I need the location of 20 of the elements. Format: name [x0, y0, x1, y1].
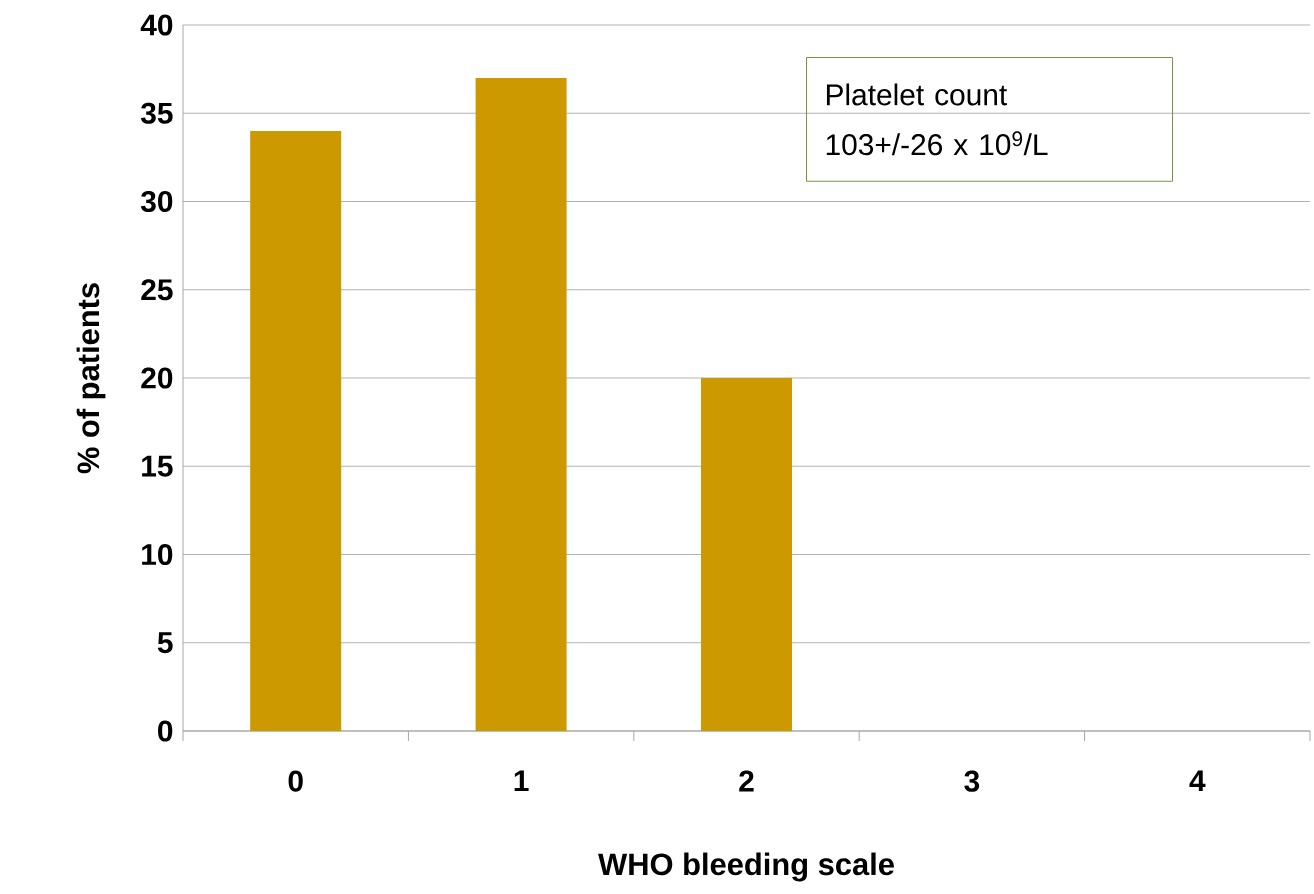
bar	[475, 77, 567, 731]
bar	[701, 377, 793, 731]
y-tick-label: 30	[140, 190, 173, 213]
x-tick-label: 4	[1189, 770, 1206, 792]
x-tick-label: 2	[739, 770, 754, 792]
y-tick-label: 10	[142, 543, 173, 566]
y-tick-label: 20	[141, 367, 173, 389]
x-tick-label: 0	[288, 770, 303, 792]
y-tick-label: 15	[142, 455, 173, 477]
y-axis-title: % of patients	[76, 283, 106, 474]
y-tick-label: 0	[158, 720, 173, 742]
y-tick-label: 35	[140, 102, 173, 124]
x-tick-label: 1	[514, 770, 529, 792]
bar	[250, 130, 342, 731]
y-tick-label: 5	[157, 632, 173, 654]
annotation: Platelet count 103+/-26 x 10$^{9}$/L	[826, 83, 1048, 156]
y-tick-label: 40	[140, 14, 173, 36]
x-axis-title: WHO bleeding scale	[598, 852, 894, 882]
y-tick-label: 25	[141, 279, 173, 301]
x-tick-label: 3	[964, 770, 980, 792]
